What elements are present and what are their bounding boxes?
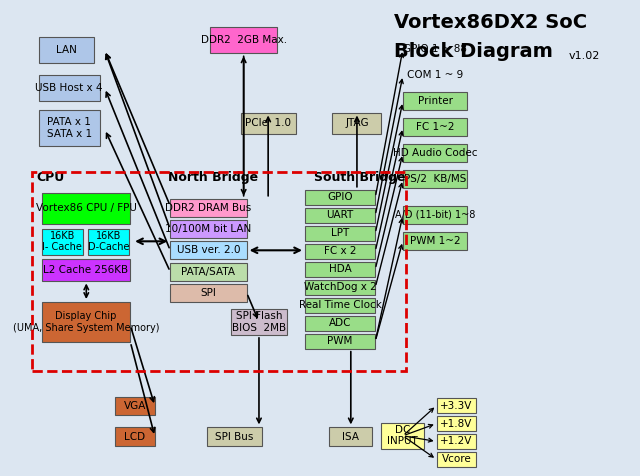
Text: USB Host x 4: USB Host x 4 xyxy=(35,83,103,93)
FancyBboxPatch shape xyxy=(403,118,467,136)
Text: SPI Flash
BIOS  2MB: SPI Flash BIOS 2MB xyxy=(232,311,286,333)
FancyBboxPatch shape xyxy=(88,228,129,255)
FancyBboxPatch shape xyxy=(330,427,372,446)
Text: SPI Bus: SPI Bus xyxy=(215,432,253,442)
FancyBboxPatch shape xyxy=(305,334,375,349)
FancyBboxPatch shape xyxy=(305,316,375,331)
FancyBboxPatch shape xyxy=(403,206,467,224)
Text: Vortex86DX2 SoC: Vortex86DX2 SoC xyxy=(394,13,587,32)
FancyBboxPatch shape xyxy=(436,434,476,449)
FancyBboxPatch shape xyxy=(42,193,131,224)
FancyBboxPatch shape xyxy=(403,40,467,58)
Text: ISA: ISA xyxy=(342,432,359,442)
FancyBboxPatch shape xyxy=(241,113,296,134)
Text: CPU: CPU xyxy=(36,170,65,184)
FancyBboxPatch shape xyxy=(170,198,246,217)
FancyBboxPatch shape xyxy=(403,92,467,110)
FancyBboxPatch shape xyxy=(170,284,246,302)
FancyBboxPatch shape xyxy=(115,397,155,416)
Text: Vcore: Vcore xyxy=(442,455,471,465)
FancyBboxPatch shape xyxy=(305,244,375,259)
FancyBboxPatch shape xyxy=(38,110,100,146)
Text: PCIe  1.0: PCIe 1.0 xyxy=(245,118,291,128)
Text: Printer: Printer xyxy=(417,96,452,106)
Text: UART: UART xyxy=(326,210,354,220)
FancyBboxPatch shape xyxy=(170,263,246,280)
FancyBboxPatch shape xyxy=(42,302,131,342)
Text: LCD: LCD xyxy=(124,432,145,442)
Text: Display Chip
(UMA, Share System Memory): Display Chip (UMA, Share System Memory) xyxy=(13,311,159,333)
Text: USB ver. 2.0: USB ver. 2.0 xyxy=(177,245,240,255)
Text: WatchDog x 2: WatchDog x 2 xyxy=(304,282,376,292)
FancyBboxPatch shape xyxy=(42,228,83,255)
Text: L2 Cache 256KB: L2 Cache 256KB xyxy=(44,265,129,275)
Text: FC 1~2: FC 1~2 xyxy=(416,122,454,132)
FancyBboxPatch shape xyxy=(115,427,155,446)
Text: Vortex86 CPU / FPU: Vortex86 CPU / FPU xyxy=(36,203,136,213)
FancyBboxPatch shape xyxy=(207,427,262,446)
Text: GPIO: GPIO xyxy=(327,192,353,202)
Text: PS/2  KB/MS: PS/2 KB/MS xyxy=(404,174,466,184)
FancyBboxPatch shape xyxy=(232,309,287,335)
FancyBboxPatch shape xyxy=(38,75,100,101)
Text: COM 1 ~ 9: COM 1 ~ 9 xyxy=(407,70,463,80)
FancyBboxPatch shape xyxy=(305,226,375,241)
FancyBboxPatch shape xyxy=(436,452,476,467)
Text: Block Diagram: Block Diagram xyxy=(394,41,552,60)
Text: +1.8V: +1.8V xyxy=(440,418,472,428)
Text: PWM 1~2: PWM 1~2 xyxy=(410,236,460,246)
Text: South Bridge: South Bridge xyxy=(314,170,406,184)
Text: LPT: LPT xyxy=(331,228,349,238)
Text: HD Audio Codec: HD Audio Codec xyxy=(393,149,477,159)
FancyBboxPatch shape xyxy=(170,220,246,238)
Text: DDR2  2GB Max.: DDR2 2GB Max. xyxy=(200,35,287,45)
FancyBboxPatch shape xyxy=(305,262,375,277)
Text: Real Time Clock: Real Time Clock xyxy=(299,300,381,310)
FancyBboxPatch shape xyxy=(436,416,476,431)
Text: HDA: HDA xyxy=(329,264,351,274)
Text: GPIO 1 ~ 88: GPIO 1 ~ 88 xyxy=(403,44,467,54)
Text: v1.02: v1.02 xyxy=(568,51,600,61)
FancyBboxPatch shape xyxy=(403,66,467,84)
Text: 16KB
I- Cache: 16KB I- Cache xyxy=(42,231,83,252)
FancyBboxPatch shape xyxy=(403,232,467,250)
FancyBboxPatch shape xyxy=(403,170,467,188)
FancyBboxPatch shape xyxy=(170,241,246,259)
Text: PATA/SATA: PATA/SATA xyxy=(182,267,236,277)
FancyBboxPatch shape xyxy=(305,208,375,223)
FancyBboxPatch shape xyxy=(305,190,375,205)
FancyBboxPatch shape xyxy=(305,279,375,295)
FancyBboxPatch shape xyxy=(42,259,131,280)
Text: +3.3V: +3.3V xyxy=(440,400,472,410)
Text: A/D (11-bit) 1~8: A/D (11-bit) 1~8 xyxy=(395,210,475,220)
Text: ADC: ADC xyxy=(329,318,351,328)
FancyBboxPatch shape xyxy=(332,113,381,134)
Text: 16KB
D-Cache: 16KB D-Cache xyxy=(88,231,129,252)
Text: North Bridge: North Bridge xyxy=(168,170,258,184)
FancyBboxPatch shape xyxy=(38,37,93,63)
Text: 10/100M bit LAN: 10/100M bit LAN xyxy=(165,224,252,234)
Text: FC x 2: FC x 2 xyxy=(324,246,356,256)
Text: PWM: PWM xyxy=(328,336,353,346)
FancyBboxPatch shape xyxy=(436,398,476,413)
FancyBboxPatch shape xyxy=(210,28,277,53)
Text: PATA x 1
SATA x 1: PATA x 1 SATA x 1 xyxy=(47,117,92,139)
Text: LAN: LAN xyxy=(56,45,77,55)
FancyBboxPatch shape xyxy=(302,4,632,87)
Text: SPI: SPI xyxy=(200,288,216,298)
Text: VGA: VGA xyxy=(124,401,146,411)
Text: DDR2 DRAM Bus: DDR2 DRAM Bus xyxy=(165,203,252,213)
Text: DC
INPUT: DC INPUT xyxy=(387,425,418,446)
Text: +1.2V: +1.2V xyxy=(440,436,472,446)
FancyBboxPatch shape xyxy=(305,298,375,313)
FancyBboxPatch shape xyxy=(381,423,424,448)
FancyBboxPatch shape xyxy=(403,144,467,162)
Text: JTAG: JTAG xyxy=(345,118,369,128)
